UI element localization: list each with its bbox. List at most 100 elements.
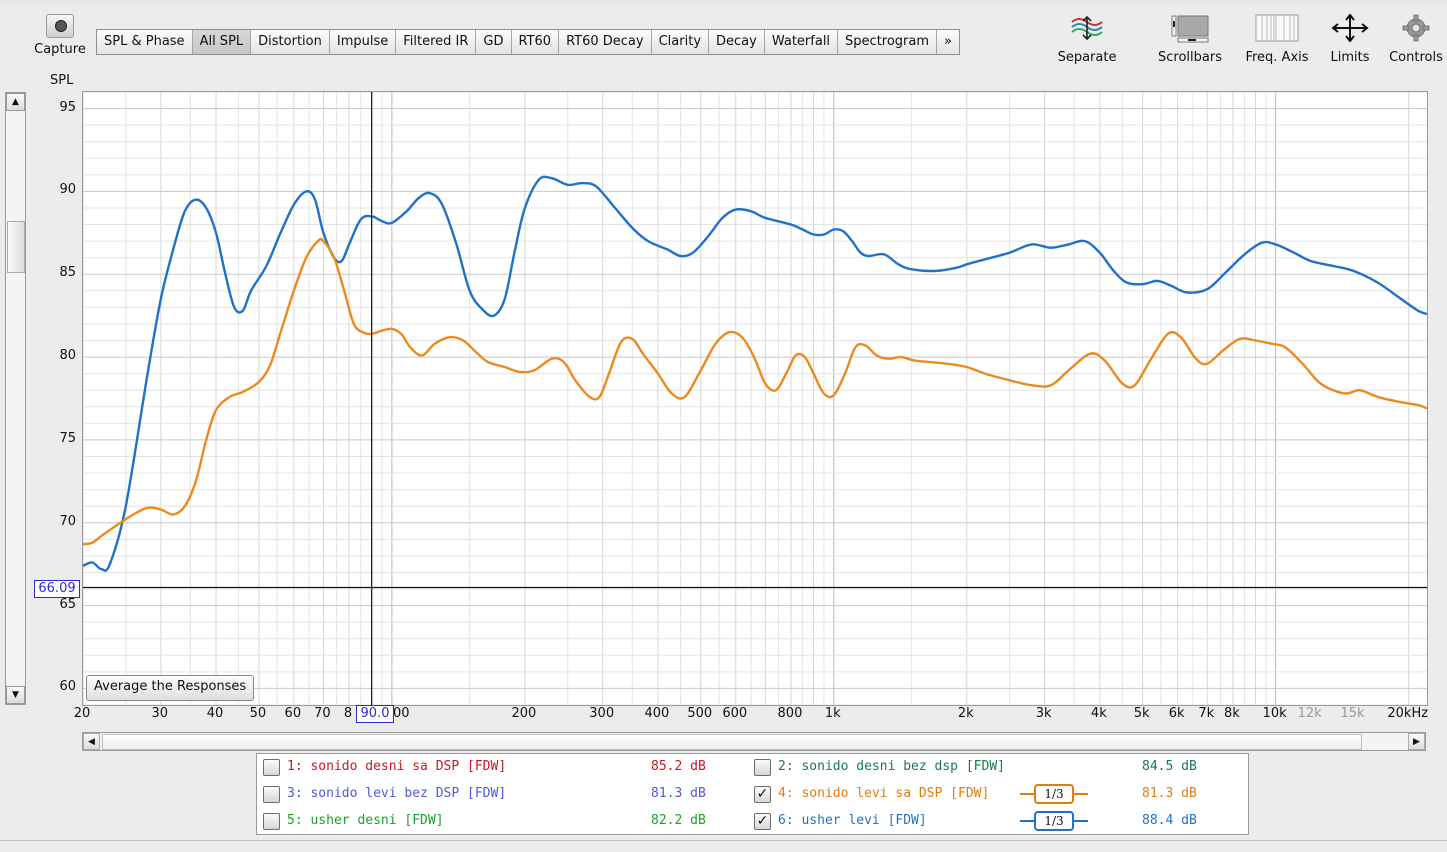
y-tick-label: 75 (59, 430, 76, 446)
tab-distortion[interactable]: Distortion (251, 30, 330, 54)
measurement-4-checkbox[interactable]: ✓ (754, 786, 771, 803)
capture-button[interactable]: Capture (30, 14, 90, 66)
tab-gd[interactable]: GD (476, 30, 512, 54)
tab-rt60-decay[interactable]: RT60 Decay (559, 30, 652, 54)
x-tick-label: 600 (722, 706, 748, 721)
x-tick-label: 40 (206, 706, 224, 721)
horizontal-scroll-thumb[interactable] (102, 734, 1362, 750)
x-tick-label: 20kHz (1387, 706, 1429, 721)
y-tick-label: 95 (59, 99, 76, 115)
spl-plot-area[interactable] (82, 91, 1428, 706)
limits-arrows-icon (1322, 12, 1378, 44)
measurement-5-value: 82.2 dB (651, 813, 706, 828)
x-tick-label: 4k (1090, 706, 1107, 721)
series-line-sonido-levi-sa-dsp (82, 237, 1428, 546)
measurement-2-label[interactable]: 2: sonido desni bez dsp [FDW] (778, 759, 1005, 774)
scroll-down-icon[interactable]: ▼ (6, 686, 25, 704)
capture-label: Capture (34, 42, 86, 57)
x-tick-label: 3k (1035, 706, 1052, 721)
spl-chart (82, 91, 1428, 706)
x-tick-label: 8 (343, 706, 353, 721)
tab-rt60[interactable]: RT60 (512, 30, 560, 54)
graph-tab-bar: SPL & Phase All SPL Distortion Impulse F… (96, 29, 961, 55)
measurement-2-checkbox[interactable] (754, 759, 771, 776)
legend-row: 1: sonido desni sa DSP [FDW] 85.2 dB 2: … (257, 755, 1248, 781)
vertical-scrollbar[interactable]: ▲ ▼ (5, 92, 26, 705)
measurement-4-value: 81.3 dB (1142, 786, 1197, 801)
scroll-left-icon[interactable]: ◀ (83, 733, 100, 750)
measurement-3-value: 81.3 dB (651, 786, 706, 801)
measurement-5-label[interactable]: 5: usher desni [FDW] (287, 813, 444, 828)
measurement-4-smoothing[interactable]: 1/3 (1020, 784, 1088, 804)
separate-button[interactable]: Separate (1050, 12, 1124, 65)
x-tick-label: 20 (73, 706, 91, 721)
controls-button[interactable]: Controls (1384, 12, 1447, 65)
scrollbars-icon (1152, 12, 1228, 44)
measurement-2-value: 84.5 dB (1142, 759, 1197, 774)
measurement-6-value: 88.4 dB (1142, 813, 1197, 828)
tab-decay[interactable]: Decay (709, 30, 765, 54)
measurement-legend: 1: sonido desni sa DSP [FDW] 85.2 dB 2: … (256, 753, 1249, 835)
horizontal-scrollbar[interactable]: ◀ ▶ (82, 732, 1426, 751)
y-tick-label: 80 (59, 348, 76, 364)
vertical-scroll-thumb[interactable] (7, 221, 25, 273)
tab-filtered-ir[interactable]: Filtered IR (396, 30, 477, 54)
tab-spl-phase[interactable]: SPL & Phase (97, 30, 193, 54)
measurement-1-checkbox[interactable] (263, 759, 280, 776)
x-tick-label: 70 (314, 706, 331, 721)
measurement-1-label[interactable]: 1: sonido desni sa DSP [FDW] (287, 759, 507, 774)
x-tick-label: 300 (589, 706, 615, 721)
window-top-strip (0, 0, 1447, 6)
measurement-6-label[interactable]: 6: usher levi [FDW] (778, 813, 927, 828)
x-tick-label: 200 (511, 706, 537, 721)
x-tick-label: 1k (824, 706, 841, 721)
cursor-x-readout-tail: 00 (393, 706, 410, 721)
smoothing-label: 1/3 (1034, 784, 1074, 804)
measurement-6-smoothing[interactable]: 1/3 (1020, 811, 1088, 831)
gear-icon (1384, 12, 1447, 44)
x-tick-label: 400 (644, 706, 670, 721)
freq-axis-label: Freq. Axis (1245, 50, 1309, 65)
x-tick-label: 6k (1168, 706, 1185, 721)
y-tick-label: 70 (59, 513, 76, 529)
separate-icon (1050, 12, 1124, 44)
x-tick-label: 8k (1223, 706, 1240, 721)
tab-waterfall[interactable]: Waterfall (765, 30, 839, 54)
tab-more[interactable]: » (944, 34, 953, 49)
measurement-5-checkbox[interactable] (263, 813, 280, 830)
average-responses-button[interactable]: Average the Responses (86, 675, 255, 701)
status-bar (0, 840, 1447, 852)
legend-row: 5: usher desni [FDW] 82.2 dB ✓ 6: usher … (257, 809, 1248, 835)
limits-button[interactable]: Limits (1322, 12, 1378, 65)
measurement-1-value: 85.2 dB (651, 759, 706, 774)
scroll-up-icon[interactable]: ▲ (6, 93, 25, 111)
x-tick-label: 500 (687, 706, 713, 721)
y-tick-label: 65 (59, 596, 76, 612)
x-tick-label: 15k (1340, 706, 1365, 721)
y-axis-label: SPL (50, 73, 74, 88)
measurement-4-label[interactable]: 4: sonido levi sa DSP [FDW] (778, 786, 990, 801)
y-tick-label: 60 (59, 679, 76, 695)
y-tick-label: 90 (59, 182, 76, 198)
x-tick-label: 50 (249, 706, 267, 721)
controls-label: Controls (1389, 50, 1443, 65)
measurement-6-checkbox[interactable]: ✓ (754, 813, 771, 830)
tab-clarity[interactable]: Clarity (652, 30, 710, 54)
scroll-right-icon[interactable]: ▶ (1408, 733, 1425, 750)
tab-all-spl[interactable]: All SPL (192, 30, 252, 54)
smoothing-label: 1/3 (1034, 811, 1074, 831)
measurement-3-checkbox[interactable] (263, 786, 280, 803)
x-tick-label: 12k (1297, 706, 1322, 721)
y-tick-label: 85 (59, 265, 76, 281)
measurement-3-label[interactable]: 3: sonido levi bez DSP [FDW] (287, 786, 507, 801)
freq-axis-button[interactable]: Freq. Axis (1240, 12, 1314, 65)
series-line-usher-levi (82, 175, 1428, 572)
scrollbars-button[interactable]: Scrollbars (1152, 12, 1228, 65)
scrollbars-label: Scrollbars (1158, 50, 1222, 65)
x-tick-label: 10k (1262, 706, 1287, 721)
x-tick-label: 800 (777, 706, 803, 721)
limits-label: Limits (1330, 50, 1370, 65)
tab-impulse[interactable]: Impulse (330, 30, 397, 54)
x-tick-label: 5k (1133, 706, 1150, 721)
tab-spectrogram[interactable]: Spectrogram (838, 30, 938, 54)
